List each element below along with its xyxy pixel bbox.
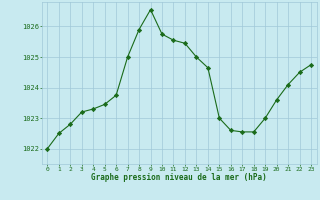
X-axis label: Graphe pression niveau de la mer (hPa): Graphe pression niveau de la mer (hPa)	[91, 173, 267, 182]
